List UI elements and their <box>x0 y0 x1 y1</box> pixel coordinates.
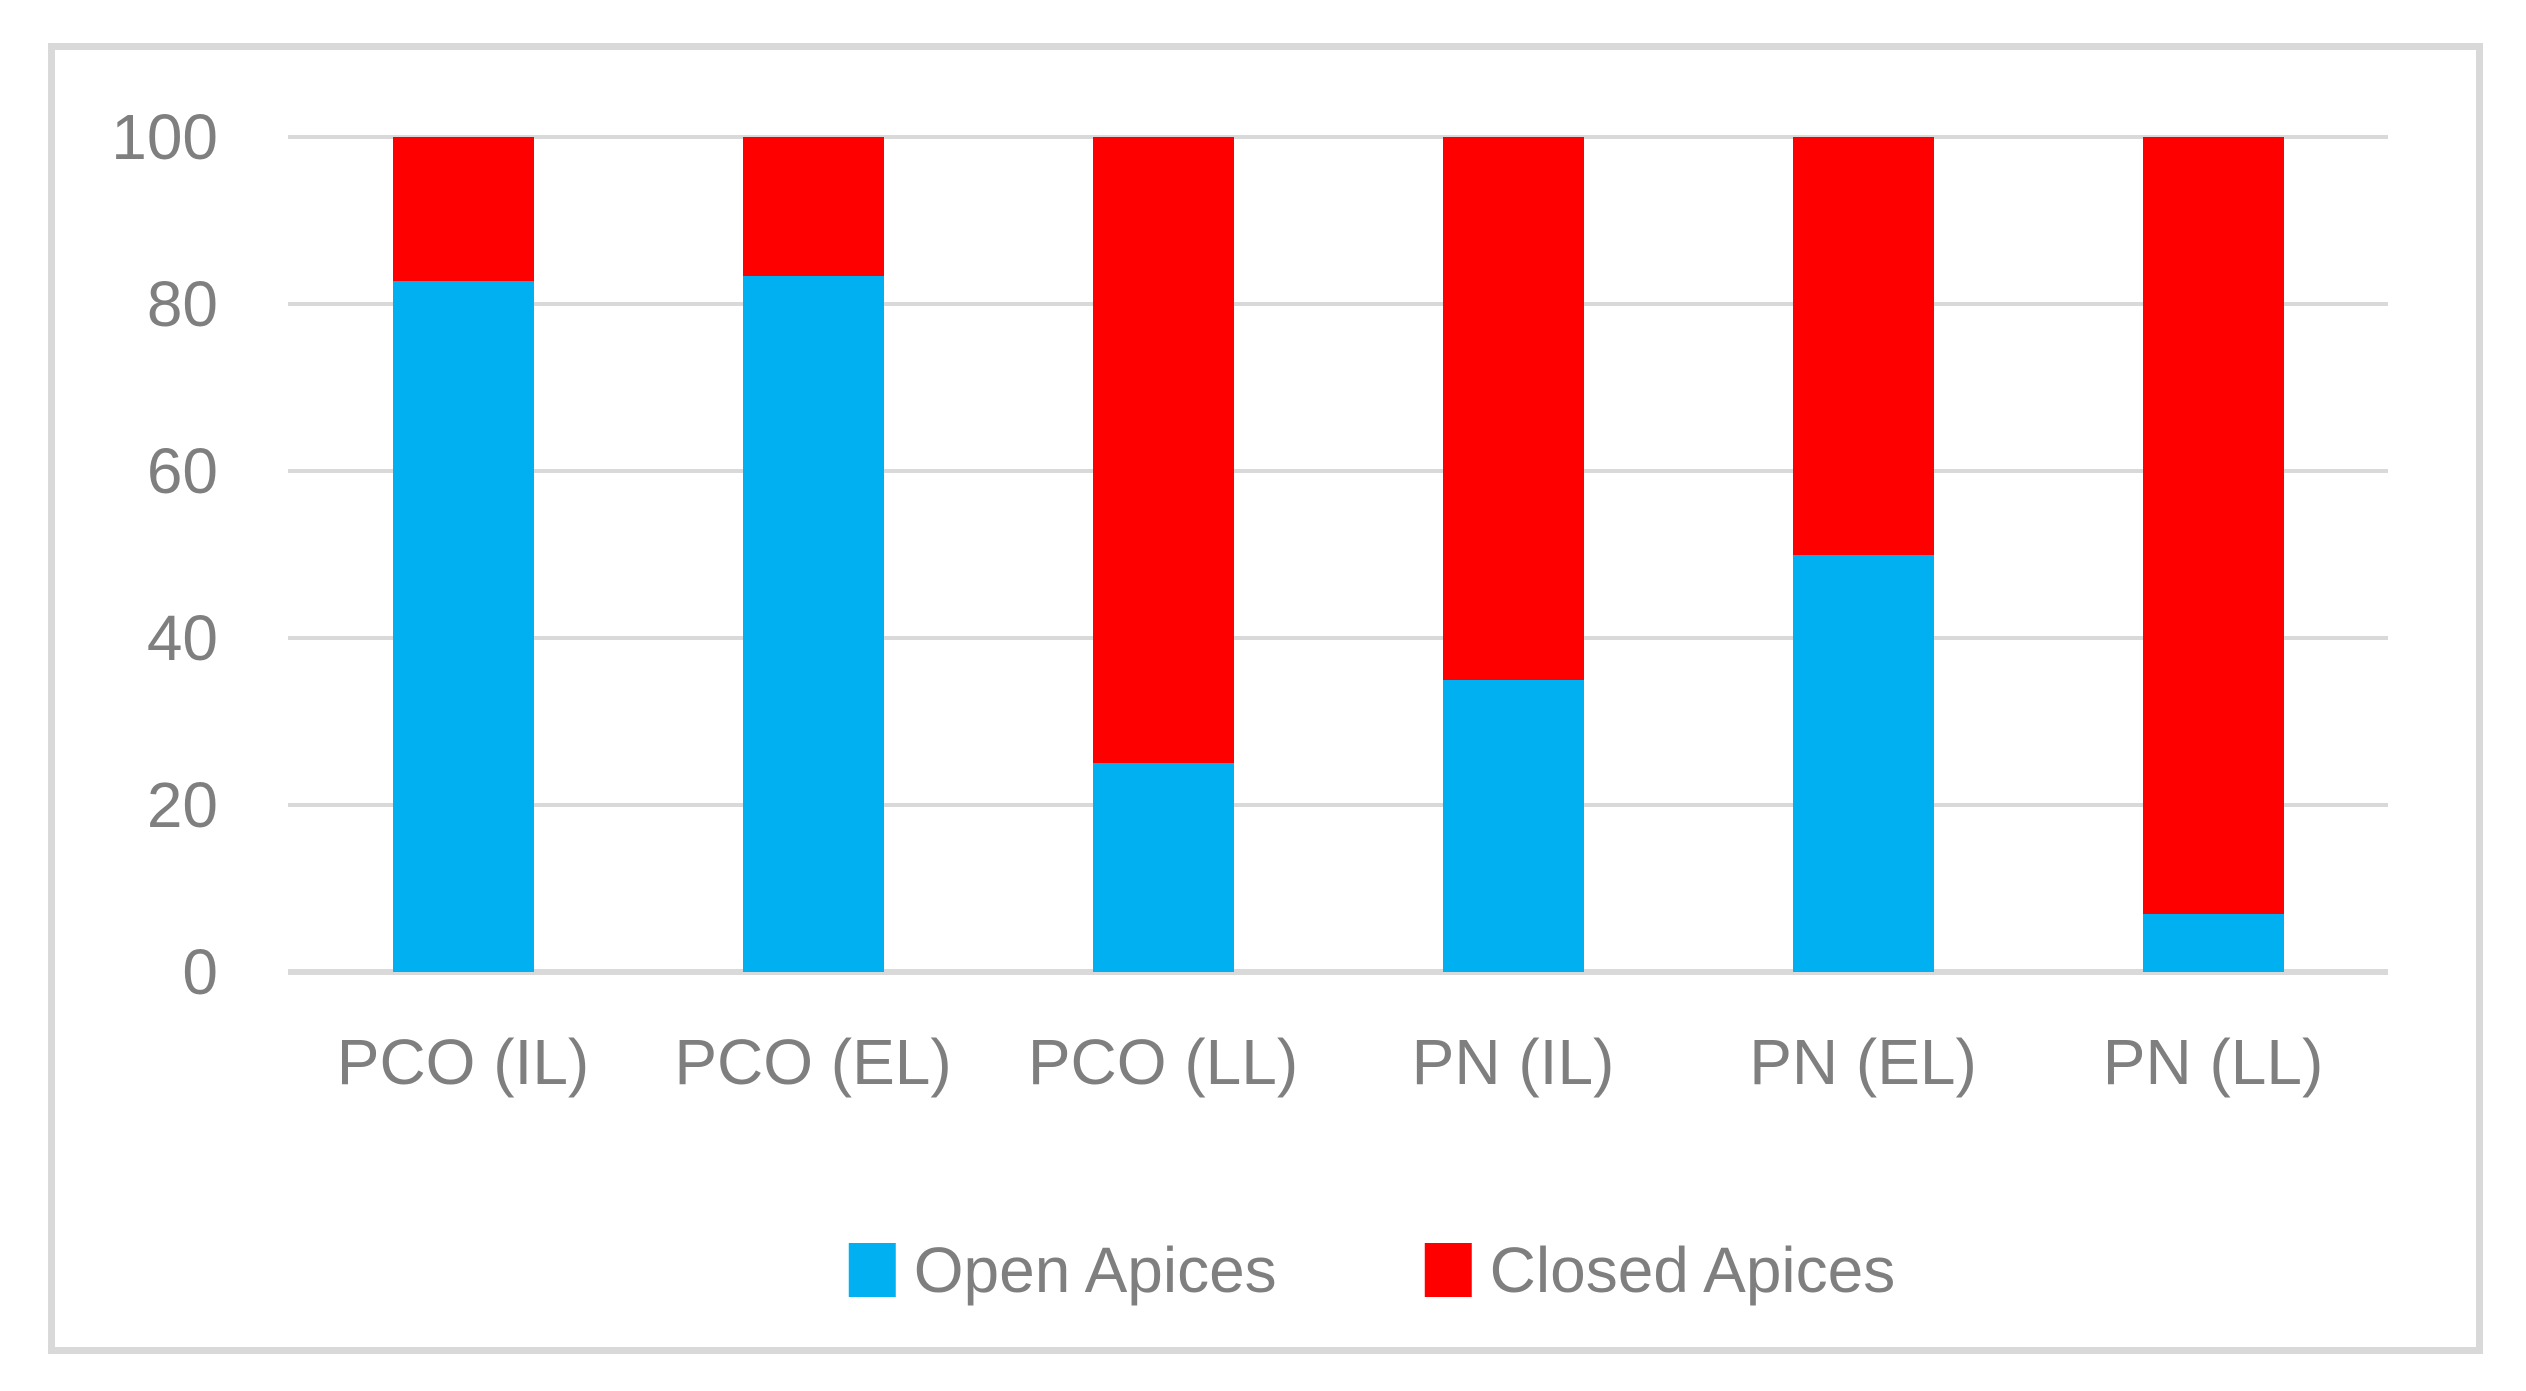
bar-closed-apices-PCO (EL) <box>742 137 884 277</box>
bar-open-apices-PCO (LL) <box>1092 763 1234 972</box>
legend-swatch-icon <box>848 1243 896 1297</box>
x-axis-line <box>288 969 2388 975</box>
bar-closed-apices-PCO (LL) <box>1092 137 1234 764</box>
bar-closed-apices-PN (EL) <box>1792 137 1934 555</box>
legend: Open Apices Closed Apices <box>848 1232 1896 1308</box>
bar-open-apices-PN (IL) <box>1442 679 1584 972</box>
y-tick-label-20: 20 <box>146 769 218 841</box>
bar-closed-apices-PCO (IL) <box>392 137 534 281</box>
y-tick-label-60: 60 <box>146 435 218 507</box>
x-category-label-PCO (LL): PCO (LL) <box>1027 1026 1299 1098</box>
bar-open-apices-PN (EL) <box>1792 554 1934 972</box>
gridline-y-80 <box>288 302 2388 306</box>
bar-open-apices-PN (LL) <box>2142 913 2284 972</box>
gridline-y-60 <box>288 469 2388 473</box>
bar-closed-apices-PN (IL) <box>1442 137 1584 680</box>
x-category-label-PN (IL): PN (IL) <box>1411 1026 1615 1098</box>
gridline-y-20 <box>288 803 2388 807</box>
y-tick-label-40: 40 <box>146 602 218 674</box>
y-tick-label-0: 0 <box>182 936 218 1008</box>
x-category-label-PN (EL): PN (EL) <box>1749 1026 1977 1098</box>
y-tick-label-100: 100 <box>111 101 218 173</box>
legend-label: Closed Apices <box>1489 1234 1896 1306</box>
y-tick-label-80: 80 <box>146 268 218 340</box>
legend-item-open-apices: Open Apices <box>848 1232 1277 1308</box>
gridline-y-40 <box>288 636 2388 640</box>
legend-label: Open Apices <box>913 1234 1277 1306</box>
bar-closed-apices-PN (LL) <box>2142 137 2284 914</box>
legend-item-closed-apices: Closed Apices <box>1424 1232 1896 1308</box>
x-category-label-PCO (EL): PCO (EL) <box>674 1026 952 1098</box>
bar-open-apices-PCO (EL) <box>742 276 884 972</box>
x-category-label-PCO (IL): PCO (IL) <box>336 1026 590 1098</box>
legend-swatch-icon <box>1424 1243 1472 1297</box>
bar-open-apices-PCO (IL) <box>392 280 534 972</box>
x-category-label-PN (LL): PN (LL) <box>2102 1026 2324 1098</box>
gridline-y-100 <box>288 135 2388 139</box>
